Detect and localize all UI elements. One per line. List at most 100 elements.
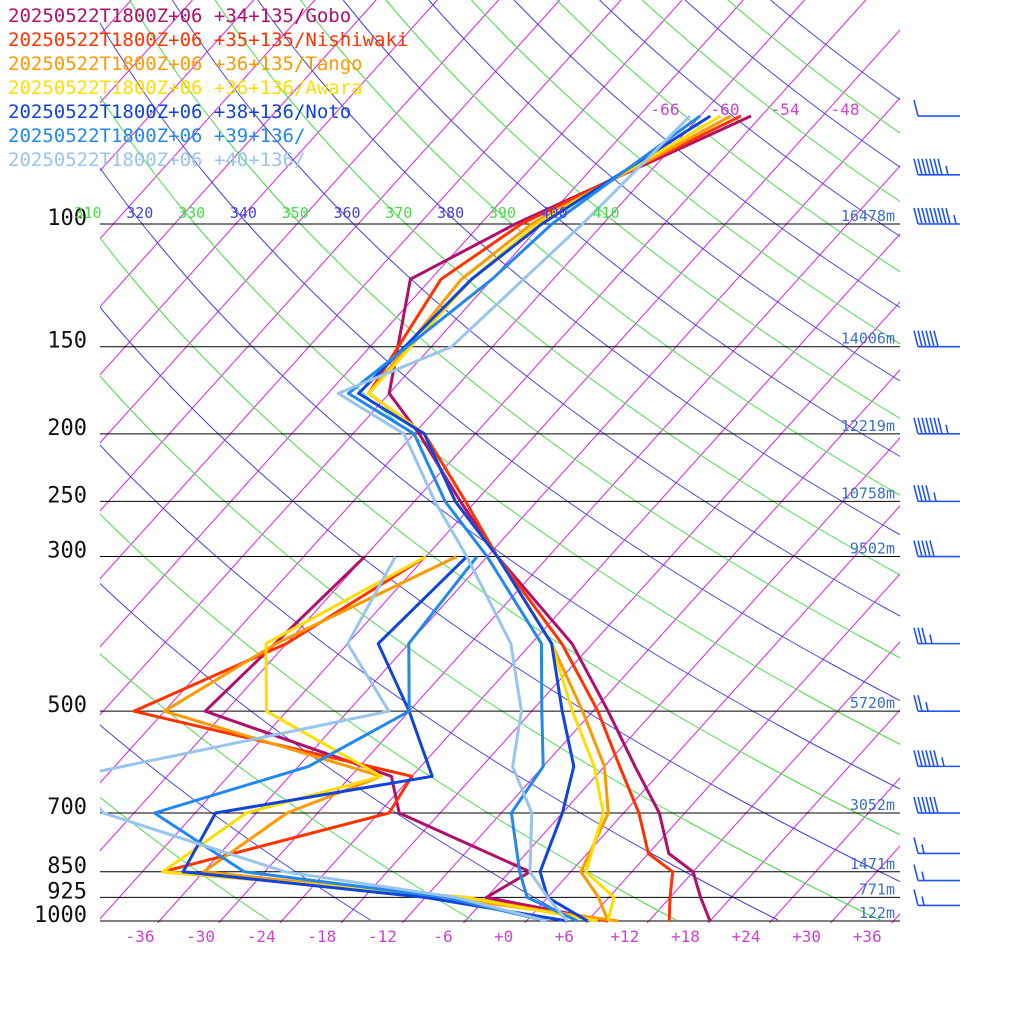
dry-adiabat-line (100, 237, 900, 836)
dry-adiabat-line (100, 724, 371, 921)
temperature-tick-label: +36 (853, 927, 882, 946)
height-label: 12219m (841, 417, 895, 435)
temperature-tick-label: -36 (126, 927, 155, 946)
dry-adiabat-line (100, 306, 900, 883)
isotherm-line (891, 913, 900, 923)
dry-adiabat-line (129, 0, 900, 659)
isotherm-line (769, 777, 900, 923)
height-label: 10758m (841, 484, 895, 502)
height-label: 3052m (850, 796, 895, 814)
dry-adiabat-line (100, 166, 900, 790)
wind-barb (913, 864, 960, 882)
isotherm-line (707, 709, 900, 923)
wind-barb (913, 889, 960, 907)
isotherm-line (100, 0, 316, 240)
isotherm-line (585, 573, 900, 923)
temperature-tick-label: -24 (247, 927, 276, 946)
isotherm-line (100, 0, 377, 308)
wind-barb (913, 207, 960, 225)
isotherm-line (100, 0, 438, 376)
wind-barb (913, 627, 960, 645)
pressure-tick-label: 850 (47, 854, 87, 879)
legend-entry: 20250522T1800Z+06 +38+136/Noto (8, 101, 352, 123)
legend-entry: 20250522T1800Z+06 +40+136/ (8, 149, 306, 171)
theta-label: 310 (74, 204, 101, 222)
isotherm-line (100, 0, 744, 716)
dry-adiabat-line (513, 0, 900, 309)
isotherm-line (100, 0, 683, 648)
dry-adiabat-line (385, 0, 900, 419)
isobar-grid (100, 223, 900, 922)
theta-label: 340 (230, 204, 257, 222)
wind-barb (913, 417, 960, 435)
temperature-line (346, 114, 701, 923)
height-label: 9502m (850, 540, 895, 558)
isotherm-line (340, 301, 900, 923)
pressure-tick-label: 925 (47, 879, 87, 904)
pressure-tick-label: 300 (47, 539, 87, 564)
legend-entry: 20250522T1800Z+06 +36+136/Awara (8, 77, 363, 99)
dry-adiabat-line (100, 95, 900, 745)
pressure-tick-label: 150 (47, 329, 87, 354)
wind-barb (913, 540, 960, 558)
upper-isotherm-label: -66 (651, 100, 680, 119)
wind-barb (913, 694, 960, 712)
temperature-line (367, 114, 742, 922)
height-label: 1471m (850, 855, 895, 873)
temperature-tick-label: +0 (494, 927, 513, 946)
dry-adiabat-line (171, 0, 900, 617)
dry-adiabat-line (100, 582, 575, 921)
pressure-tick-label: 500 (47, 693, 87, 718)
pressure-tick-label: 100 (47, 206, 87, 231)
dry-adiabat-line (556, 0, 900, 273)
height-label: 771m (859, 880, 895, 898)
pressure-tick-label: 200 (47, 416, 87, 441)
temperature-tick-label: +12 (610, 927, 639, 946)
isotherm-line (100, 0, 255, 172)
pressure-tick-label: 700 (47, 795, 87, 820)
dry-adiabat-line (428, 0, 900, 382)
theta-label: 350 (282, 204, 309, 222)
dry-adiabat-line (257, 0, 900, 536)
legend-entry: 20250522T1800Z+06 +34+135/Gobo (8, 5, 352, 27)
legend-entry: 20250522T1800Z+06 +39+136/ (8, 125, 306, 147)
isotherm-line (100, 0, 499, 444)
isotherm-line (279, 233, 900, 923)
legend-entry: 20250522T1800Z+06 +36+135/Tango (8, 53, 363, 75)
height-label: 122m (859, 904, 895, 922)
temperature-line (336, 114, 691, 922)
isotherm-line (953, 0, 1024, 923)
isotherm-line (1014, 0, 1024, 923)
legend-entry: 20250522T1800Z+06 +35+135/Nishiwaki (8, 29, 409, 51)
theta-label: 370 (385, 204, 412, 222)
temperature-tick-label: +18 (671, 927, 700, 946)
dry-adiabat-line (342, 0, 900, 458)
dry-adiabat-line (641, 0, 900, 203)
wind-barb (913, 330, 960, 348)
temperature-line (367, 114, 732, 922)
height-label: 16478m (841, 207, 895, 225)
dry-adiabat-line (100, 513, 677, 921)
height-label: 5720m (850, 694, 895, 712)
height-label: 14006m (841, 330, 895, 348)
dry-adiabat-line (471, 0, 900, 345)
isotherm-line (463, 437, 900, 923)
wind-barbs (913, 99, 960, 907)
temperature-tick-label: +30 (792, 927, 821, 946)
wind-barb (913, 837, 960, 855)
dry-adiabat-line (727, 0, 900, 134)
dewpoint-line (203, 555, 609, 923)
dry-adiabat-line (770, 0, 900, 101)
pressure-tick-label: 250 (47, 483, 87, 508)
isotherm-line (524, 505, 900, 923)
temperature-line (387, 114, 752, 922)
temperature-tick-label: -30 (186, 927, 215, 946)
isotherm-line (100, 0, 867, 852)
dry-adiabat-line (684, 0, 900, 168)
dry-adiabat-line (100, 21, 900, 702)
wind-barb (913, 750, 960, 768)
isotherm-line (646, 641, 900, 923)
upper-isotherm-label: -60 (711, 100, 740, 119)
